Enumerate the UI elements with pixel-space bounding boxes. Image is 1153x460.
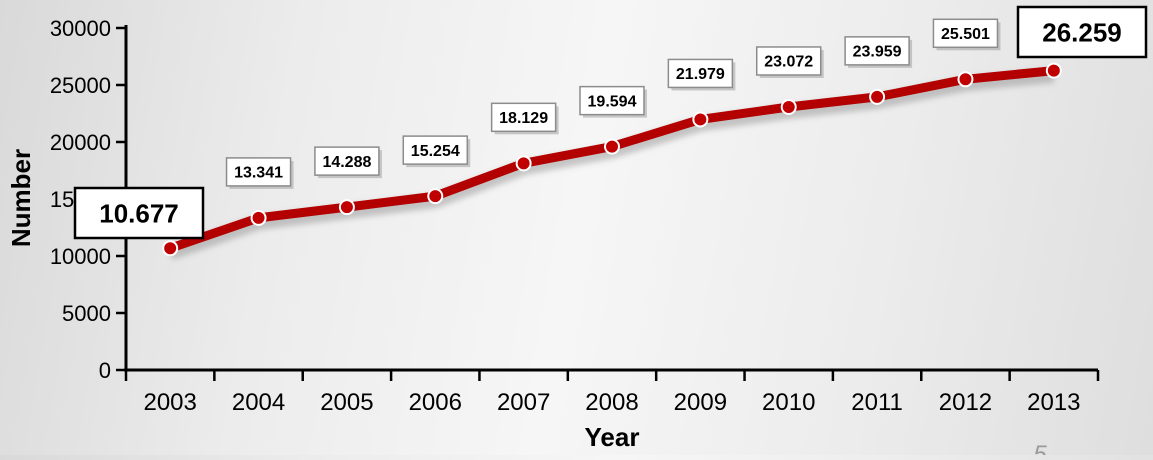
data-point [869,88,886,105]
data-label-box [755,46,822,76]
y-tick-label: 30000 [50,16,111,41]
data-label: 14.288 [322,154,371,171]
x-tick-label: 2004 [232,389,285,416]
data-label: 15.254 [411,143,460,160]
data-point [780,98,797,115]
data-label: 13.341 [234,165,283,182]
data-label-box [73,186,205,240]
data-label-box [932,18,999,49]
data-label: 26.259 [1042,17,1122,47]
data-point [162,240,179,257]
page-number: 5 [1033,441,1047,455]
y-tick-label: 20000 [50,130,111,155]
y-tick-label: 5000 [62,301,111,326]
y-tick-label: 0 [99,358,111,383]
x-tick-label: 2012 [939,389,992,416]
data-label-box [490,102,557,133]
data-label-box [314,146,380,176]
data-point [957,71,974,88]
y-tick-label: 10000 [50,244,111,269]
data-point [338,199,355,216]
data-point [515,155,532,172]
data-label: 23.072 [764,54,813,71]
x-tick-label: 2006 [409,389,462,416]
series-group [162,62,1062,260]
data-label-box [579,85,645,116]
x-tick-label: 2008 [585,389,638,416]
y-axis-title: Number [6,149,36,247]
data-point [604,138,620,155]
data-label: 10.677 [99,198,179,228]
data-label-group: 10.677 13.341 14.288 15.254 18.129 19.594 21.9… [73,5,1148,240]
x-tick-label: 2010 [762,389,815,416]
x-tick-label: 2009 [674,389,727,416]
data-point [250,209,267,226]
x-tick-label: 2007 [497,389,550,416]
data-label-box [1016,5,1148,59]
x-tick-label: 2005 [320,389,373,416]
y-tick-label: 25000 [50,73,111,98]
data-label-box [844,36,910,66]
x-axis-title: Year [585,422,640,452]
x-tick-label: 2003 [143,389,196,416]
data-label: 25.501 [941,26,990,43]
marker-group [162,62,1062,257]
x-tick-label: 2013 [1027,389,1080,416]
data-point [427,188,444,205]
data-label-box [225,157,292,187]
data-label-box [667,58,734,89]
data-label: 18.129 [499,110,548,127]
data-label: 19.594 [588,93,637,110]
data-point [1045,62,1062,79]
data-label: 21.979 [676,66,725,83]
x-tick-group: 2003 2004 2005 2006 2007 2008 2009 2010 2011 2012… [124,370,1100,416]
data-label: 23.959 [853,44,902,61]
x-tick-label: 2011 [851,389,903,416]
data-label-box [402,135,469,165]
data-point [692,111,709,128]
